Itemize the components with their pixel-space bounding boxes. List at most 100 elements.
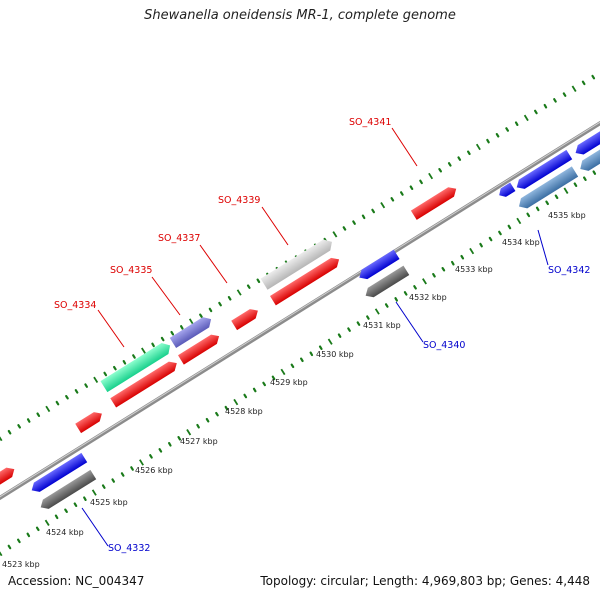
- minor-tick-mark: [403, 291, 408, 296]
- gene-so4339-red[interactable]: [270, 255, 342, 306]
- minor-tick-mark: [535, 206, 540, 212]
- gene-steel-edge-shape[interactable]: [577, 147, 600, 174]
- gene-so4334-red-shape[interactable]: [110, 358, 179, 408]
- gene-so4342-blue-shape[interactable]: [514, 149, 573, 192]
- minor-tick-mark: [337, 333, 342, 338]
- gene-so4332-blue[interactable]: [29, 452, 88, 495]
- gene-label-so4335[interactable]: SO_4335: [110, 265, 152, 276]
- minor-tick-mark: [460, 254, 465, 260]
- minor-tick-mark: [581, 80, 586, 86]
- gene-so4332-blue-shape[interactable]: [29, 452, 88, 495]
- gene-so4340-grey-shape[interactable]: [363, 265, 410, 301]
- minor-tick-mark: [447, 162, 452, 167]
- minor-tick-mark: [7, 544, 12, 550]
- gene-so4334-green-shape[interactable]: [100, 340, 173, 393]
- minor-tick-mark: [543, 103, 548, 109]
- tick-label: 4534 kbp: [502, 238, 540, 247]
- minor-tick-mark: [573, 182, 578, 187]
- gene-so4342-small-shape[interactable]: [497, 182, 516, 200]
- gene-so4332-grey-shape[interactable]: [38, 469, 97, 512]
- label-leader: [199, 244, 228, 284]
- major-tick-mark: [571, 85, 577, 92]
- gene-so4335-red[interactable]: [178, 331, 222, 365]
- minor-tick-mark: [122, 360, 127, 365]
- gene-label-so4340[interactable]: SO_4340: [423, 340, 465, 351]
- gene-so4335-red-shape[interactable]: [178, 331, 222, 365]
- gene-label-so4339[interactable]: SO_4339: [218, 195, 260, 206]
- minor-tick-mark: [243, 393, 248, 399]
- minor-tick-mark: [591, 74, 596, 80]
- minor-tick-mark: [103, 371, 108, 377]
- minor-tick-mark: [35, 526, 40, 532]
- minor-tick-mark: [457, 156, 462, 161]
- inner-tick-ring: [0, 170, 597, 557]
- gene-label-so4337[interactable]: SO_4337: [158, 233, 200, 244]
- minor-tick-mark: [227, 296, 232, 301]
- gene-steel-edge[interactable]: [577, 147, 600, 174]
- gene-so4340-blue[interactable]: [356, 249, 400, 283]
- gene-so4342-steel[interactable]: [516, 166, 579, 211]
- major-tick-mark: [0, 551, 3, 557]
- minor-tick-mark: [246, 284, 251, 289]
- gene-so4342-blue[interactable]: [514, 149, 573, 192]
- gene-so4341-shape[interactable]: [410, 184, 459, 220]
- minor-tick-mark: [432, 273, 436, 278]
- minor-tick-mark: [73, 502, 78, 507]
- minor-tick-mark: [111, 478, 116, 483]
- minor-tick-mark: [149, 454, 153, 459]
- gene-red-1[interactable]: [0, 465, 17, 486]
- minor-tick-mark: [180, 325, 184, 330]
- gene-so4342-steel-shape[interactable]: [516, 166, 579, 211]
- major-tick-mark: [236, 289, 242, 296]
- major-tick-mark: [422, 278, 427, 285]
- tick-label: 4528 kbp: [225, 407, 263, 416]
- minor-tick-mark: [17, 424, 21, 429]
- gene-so4332-grey[interactable]: [38, 469, 97, 512]
- gene-so4339-light-shape[interactable]: [260, 236, 336, 290]
- gene-so4337[interactable]: [231, 306, 261, 331]
- gene-label-so4332[interactable]: SO_4332: [108, 543, 150, 554]
- gene-so4339-light[interactable]: [260, 236, 336, 290]
- gene-so4340-blue-shape[interactable]: [356, 249, 400, 283]
- minor-tick-mark: [7, 429, 12, 435]
- gene-label-so4341[interactable]: SO_4341: [349, 117, 391, 128]
- minor-tick-mark: [215, 411, 219, 417]
- gene-red-1-shape[interactable]: [0, 465, 17, 486]
- tick-label: 4524 kbp: [46, 528, 84, 537]
- minor-tick-mark: [132, 354, 136, 359]
- gene-so4335-purple[interactable]: [169, 314, 215, 349]
- major-tick-mark: [139, 459, 144, 466]
- gene-red-2-shape[interactable]: [75, 409, 105, 434]
- gene-so4334-green[interactable]: [100, 340, 173, 393]
- gene-blue-edge-shape[interactable]: [573, 130, 600, 157]
- gene-so4337-shape[interactable]: [231, 306, 261, 331]
- minor-tick-mark: [160, 336, 165, 342]
- gene-label-so4334[interactable]: SO_4334: [54, 300, 96, 311]
- minor-tick-mark: [101, 484, 106, 489]
- gene-so4341[interactable]: [410, 184, 459, 220]
- gene-red-2[interactable]: [75, 409, 105, 434]
- minor-tick-mark: [26, 418, 31, 423]
- minor-tick-mark: [252, 387, 257, 393]
- minor-tick-mark: [582, 176, 587, 181]
- minor-tick-mark: [592, 170, 597, 175]
- accession-text: Accession: NC_004347: [8, 574, 145, 588]
- gene-so4342-small[interactable]: [497, 182, 516, 200]
- minor-tick-mark: [361, 214, 366, 220]
- minor-tick-mark: [158, 448, 163, 453]
- gene-so4339-red-shape[interactable]: [270, 255, 342, 306]
- minor-tick-mark: [54, 514, 59, 520]
- minor-tick-mark: [17, 538, 21, 544]
- minor-tick-mark: [177, 436, 182, 441]
- minor-tick-mark: [36, 412, 41, 417]
- major-tick-mark: [44, 519, 50, 526]
- gene-blue-edge[interactable]: [573, 130, 600, 157]
- gene-so4334-red[interactable]: [110, 358, 179, 408]
- minor-tick-mark: [64, 508, 68, 513]
- minor-tick-mark: [74, 389, 79, 394]
- tick-label: 4531 kbp: [363, 321, 401, 330]
- gene-so4335-purple-shape[interactable]: [169, 314, 215, 349]
- gene-so4340-grey[interactable]: [363, 265, 410, 301]
- gene-label-so4342[interactable]: SO_4342: [548, 265, 590, 276]
- major-tick-mark: [380, 202, 386, 209]
